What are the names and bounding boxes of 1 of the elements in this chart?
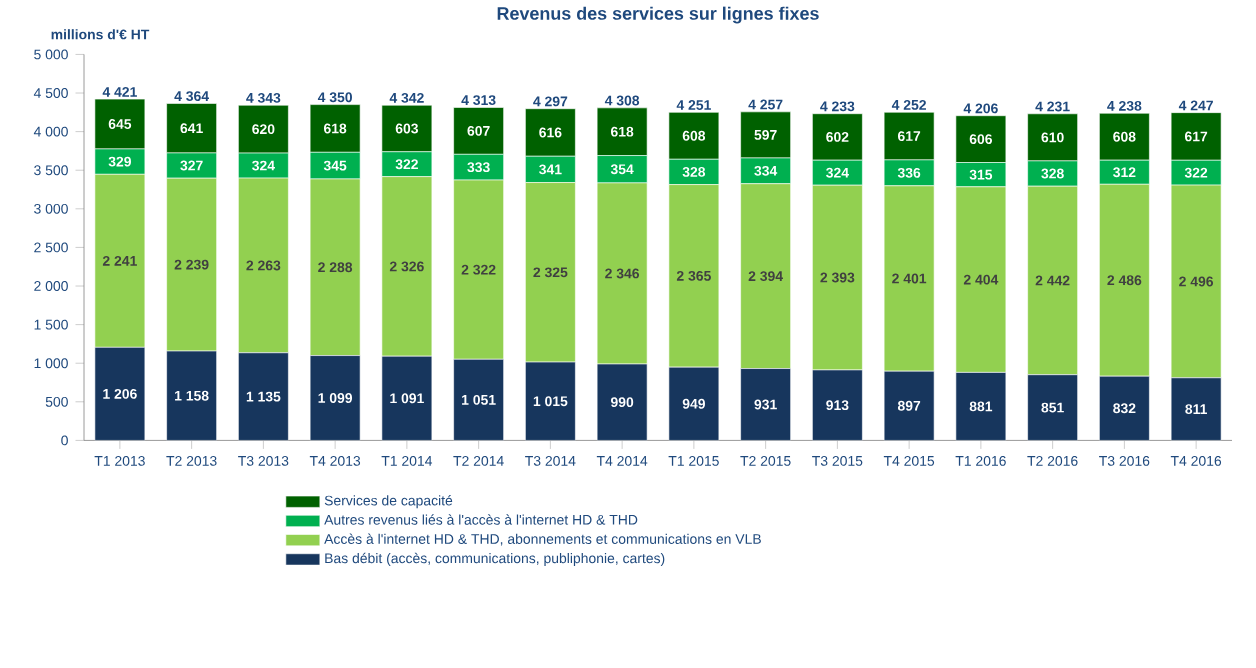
chart-title: Revenus des services sur lignes fixes: [497, 6, 819, 24]
